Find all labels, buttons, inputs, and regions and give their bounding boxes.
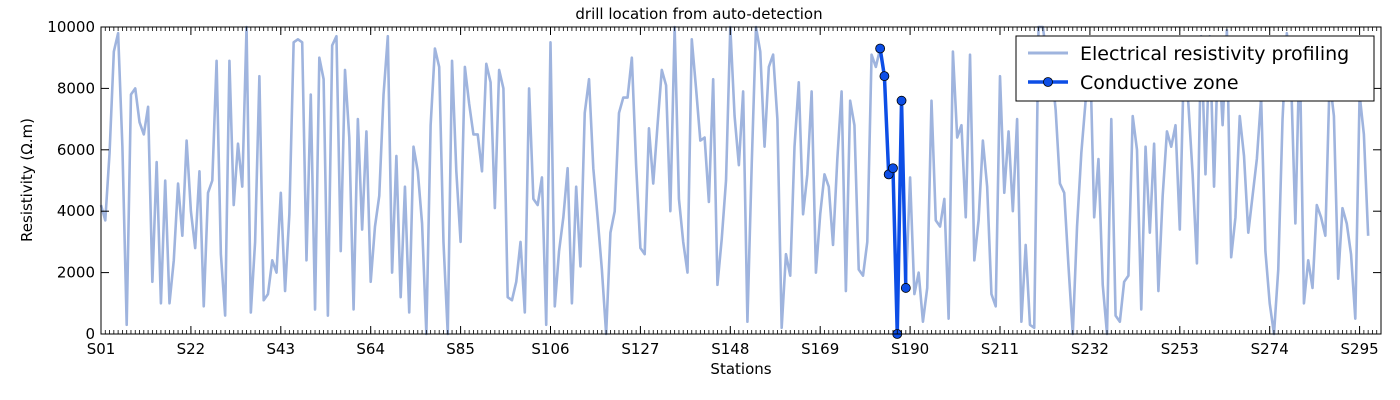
y-tick-label: 2000	[57, 264, 95, 282]
series-layer	[99, 25, 1370, 339]
axes-layer: S01 S22 S43 S64 S85 S106 S127 S148 S169 S190 S211 S…	[47, 18, 1382, 358]
x-axis-label: Stations	[710, 360, 771, 378]
x-tick-label: S190	[891, 340, 929, 358]
x-tick-label: S106	[531, 340, 569, 358]
y-tick-label: 0	[85, 325, 95, 343]
chart-title: drill location from auto-detection	[575, 5, 822, 23]
y-axis-label: Resistivity (Ω.m)	[18, 118, 36, 242]
legend: Electrical resistivity profiling Conduct…	[1015, 35, 1375, 102]
series-line-conductive	[878, 48, 908, 336]
conductive-point	[879, 71, 890, 82]
legend-marker-conductive	[1043, 77, 1053, 87]
x-tick-label: S64	[356, 340, 385, 358]
y-tick-label: 4000	[57, 202, 95, 220]
y-tick-label: 8000	[57, 79, 95, 97]
plot-frame	[100, 26, 1382, 335]
conductive-point	[900, 283, 911, 293]
x-tick-label: S169	[801, 340, 839, 358]
x-tick-label: S295	[1341, 340, 1379, 358]
x-tick-label: S43	[266, 340, 295, 358]
legend-frame	[1015, 35, 1375, 102]
legend-label-conductive: Conductive zone	[1080, 72, 1239, 94]
x-tick-label: S85	[446, 340, 475, 358]
x-tick-label: S148	[711, 340, 749, 358]
series-line-resistivity	[99, 25, 1370, 336]
y-tick-label: 10000	[47, 18, 95, 36]
x-tick-label: S01	[87, 340, 116, 358]
conductive-point	[875, 43, 886, 54]
x-tick-label: S22	[177, 340, 206, 358]
x-tick-label: S232	[1071, 340, 1109, 358]
x-tick-label: S253	[1161, 340, 1199, 358]
legend-label-resistivity: Electrical resistivity profiling	[1080, 43, 1349, 65]
y-tick-label: 6000	[57, 141, 95, 159]
conductive-point	[896, 95, 907, 106]
x-tick-label: S127	[621, 340, 659, 358]
x-tick-label: S274	[1251, 340, 1289, 358]
conductive-point	[888, 163, 898, 174]
x-tick-label: S211	[981, 340, 1019, 358]
